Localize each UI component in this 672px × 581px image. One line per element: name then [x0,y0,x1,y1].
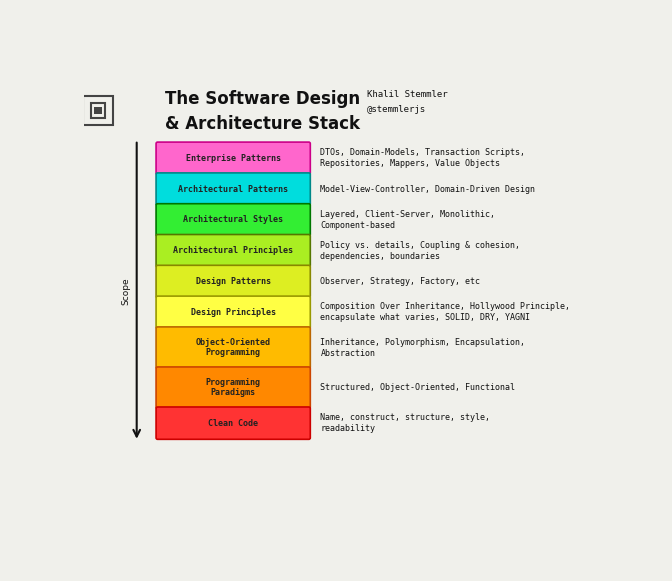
FancyBboxPatch shape [156,266,310,297]
Text: @stemmlerjs: @stemmlerjs [367,105,426,114]
Text: Design Principles: Design Principles [191,308,276,317]
Text: DTOs, Domain-Models, Transaction Scripts,
Repositories, Mappers, Value Objects: DTOs, Domain-Models, Transaction Scripts… [321,148,526,168]
Text: Object-Oriented
Programming: Object-Oriented Programming [196,338,271,357]
Text: Composition Over Inheritance, Hollywood Principle,
encapsulate what varies, SOLI: Composition Over Inheritance, Hollywood … [321,302,571,322]
Text: Architectural Principles: Architectural Principles [173,246,293,255]
Text: Khalil Stemmler: Khalil Stemmler [367,89,448,99]
Bar [91,103,106,118]
Text: Observer, Strategy, Factory, etc: Observer, Strategy, Factory, etc [321,277,480,286]
Text: Enterprise Patterns: Enterprise Patterns [185,154,281,163]
FancyBboxPatch shape [156,407,310,439]
Text: Policy vs. details, Coupling & cohesion,
dependencies, boundaries: Policy vs. details, Coupling & cohesion,… [321,241,520,261]
Text: Architectural Patterns: Architectural Patterns [178,185,288,193]
Text: Design Patterns: Design Patterns [196,277,271,286]
Text: Clean Code: Clean Code [208,419,258,428]
FancyBboxPatch shape [156,173,310,205]
Bar [94,107,102,114]
Bar [83,96,113,125]
Text: Programming
Paradigms: Programming Paradigms [206,378,261,397]
Bar [94,107,102,114]
FancyBboxPatch shape [156,204,310,236]
Text: Structured, Object-Oriented, Functional: Structured, Object-Oriented, Functional [321,383,515,392]
Text: Scope: Scope [122,277,130,304]
Text: Name, construct, structure, style,
readability: Name, construct, structure, style, reada… [321,413,491,433]
FancyBboxPatch shape [156,296,310,328]
Text: Model-View-Controller, Domain-Driven Design: Model-View-Controller, Domain-Driven Des… [321,185,536,193]
FancyBboxPatch shape [156,142,310,174]
Text: Inheritance, Polymorphism, Encapsulation,
Abstraction: Inheritance, Polymorphism, Encapsulation… [321,338,526,358]
Bar [87,100,109,121]
Text: Layered, Client-Server, Monolithic,
Component-based: Layered, Client-Server, Monolithic, Comp… [321,210,495,230]
Text: Architectural Styles: Architectural Styles [183,216,283,224]
Text: The Software Design: The Software Design [165,89,360,107]
FancyBboxPatch shape [156,235,310,267]
Text: & Architecture Stack: & Architecture Stack [165,115,360,133]
FancyBboxPatch shape [156,367,310,408]
FancyBboxPatch shape [156,327,310,368]
